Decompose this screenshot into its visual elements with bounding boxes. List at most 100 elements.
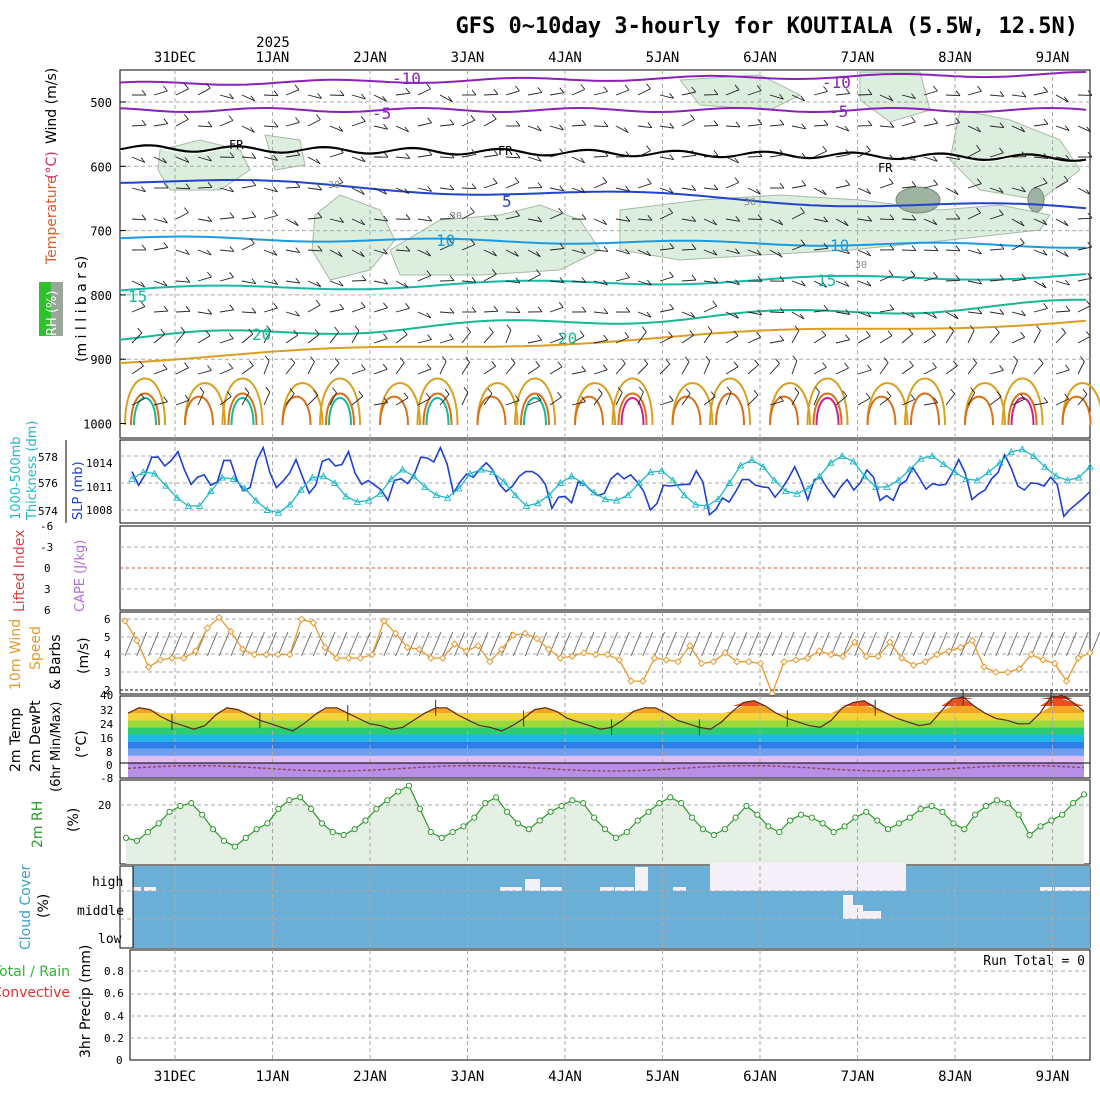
wind-barb-flag — [466, 326, 471, 333]
wind-barb-flag — [536, 269, 541, 275]
wind-tick-4: 4 — [104, 648, 111, 661]
wind-barb — [1055, 125, 1070, 132]
wind-barb-flag — [690, 312, 696, 318]
wind-barb — [615, 363, 626, 375]
wind10m-point — [874, 652, 882, 661]
cloud-cover-label: Cloud Cover — [18, 864, 34, 950]
wind-barb-flag — [734, 313, 739, 319]
wind-barb-flag — [603, 279, 608, 286]
wind-barb — [967, 330, 975, 344]
wind-barb — [505, 399, 520, 406]
wind-barb — [461, 153, 476, 158]
wind-barb-flag — [646, 178, 652, 184]
wind-barb — [329, 94, 345, 96]
wind-barb — [945, 156, 960, 161]
wind-barb — [417, 122, 432, 127]
wind-barb-flag — [163, 242, 169, 248]
wind-barb — [285, 121, 300, 127]
wind-barb — [901, 218, 917, 221]
wind-barb — [725, 280, 740, 286]
wind-barb — [857, 369, 872, 375]
wind-barb — [1055, 249, 1069, 258]
wind-barb — [637, 280, 652, 286]
wind-barb-flag — [1085, 189, 1091, 195]
wind-barb-flag — [488, 327, 494, 333]
wind-barb-flag — [294, 84, 300, 91]
wind-barb — [505, 215, 520, 220]
wind-barb — [967, 311, 982, 315]
wind10m-barb — [924, 631, 936, 657]
boundary-layer-isotherm — [184, 395, 214, 426]
wind-barb — [329, 392, 337, 406]
wind-barb-flag — [1021, 310, 1026, 316]
rh-label: RH (%) — [45, 291, 60, 336]
wind-barb-flag — [794, 325, 800, 332]
wind-barb — [681, 91, 696, 96]
wind-barb-flag — [910, 394, 916, 400]
precip-tick-0.2: 0.2 — [104, 1032, 124, 1045]
wind10m-point — [662, 656, 671, 664]
thickness-point — [1074, 473, 1083, 481]
wind-barb-flag — [710, 391, 716, 397]
cloud-block-high — [673, 887, 686, 891]
wind-barb-flag — [514, 395, 520, 401]
wind-barb-flag — [471, 276, 477, 283]
wind-barb-flag — [515, 120, 521, 127]
wind-barb-flag — [405, 303, 410, 309]
temp2m-line — [127, 689, 1085, 772]
wind-barb-flag — [449, 184, 455, 191]
wind-barb — [835, 249, 850, 255]
wind-tick-6: 6 — [104, 613, 111, 626]
wind-barb — [967, 125, 981, 133]
wind-barb — [153, 247, 168, 251]
wind-barb-flag — [976, 207, 981, 214]
wind-barb-flag — [295, 310, 300, 317]
wind-barb — [395, 362, 405, 375]
wind-barb-flag — [757, 276, 763, 282]
wind-barb — [681, 187, 696, 191]
wind-barb-flag — [251, 211, 257, 218]
wind-barb — [747, 155, 763, 158]
wind-barb — [197, 249, 212, 256]
wind-barb-flag — [646, 250, 652, 257]
dewpoint-line — [127, 765, 1085, 772]
wind-barb-flag — [399, 357, 405, 363]
wind-barb — [923, 90, 938, 96]
wind-barb — [835, 93, 850, 96]
wind-barb — [835, 184, 850, 189]
wind10m-point — [603, 650, 612, 659]
wind-barb-flag — [206, 249, 212, 256]
wind10m-point — [238, 645, 247, 653]
wind10m-barb — [230, 631, 242, 657]
wind-barb — [263, 156, 278, 161]
top-date-label: 9JAN — [1036, 50, 1070, 66]
thickness-point — [218, 473, 226, 481]
wind10m-barb — [630, 631, 642, 657]
wind-barb — [351, 280, 367, 282]
wind-barb-flag — [251, 278, 257, 284]
wind-barb — [505, 363, 516, 375]
wind-barb — [725, 311, 739, 319]
wind-barb-flag — [449, 152, 455, 159]
wind-barb-flag — [471, 149, 477, 155]
wind10m-barb — [277, 631, 289, 657]
rh2m-point — [808, 814, 815, 821]
wind-barb — [571, 124, 587, 127]
wind-barb-flag — [603, 334, 609, 341]
wind-barb — [835, 395, 848, 406]
wind10m-barb — [1042, 631, 1054, 657]
boundary-layer-isotherm — [416, 377, 459, 426]
wind-barb — [483, 310, 499, 313]
wind10m-point — [780, 657, 788, 666]
wind-barb-flag — [999, 147, 1004, 154]
wind-barb-flag — [999, 274, 1005, 280]
wind-barb-flag — [1043, 303, 1048, 309]
wind-barb-flag — [536, 125, 542, 132]
thickness-point — [387, 475, 395, 482]
wind-barb — [351, 94, 366, 100]
thickness-point — [342, 492, 350, 500]
wind-barb — [153, 333, 166, 344]
wind10m-point — [862, 652, 871, 661]
wind-barb-flag — [977, 308, 983, 314]
temp2m-label: 2m Temp — [8, 708, 24, 772]
